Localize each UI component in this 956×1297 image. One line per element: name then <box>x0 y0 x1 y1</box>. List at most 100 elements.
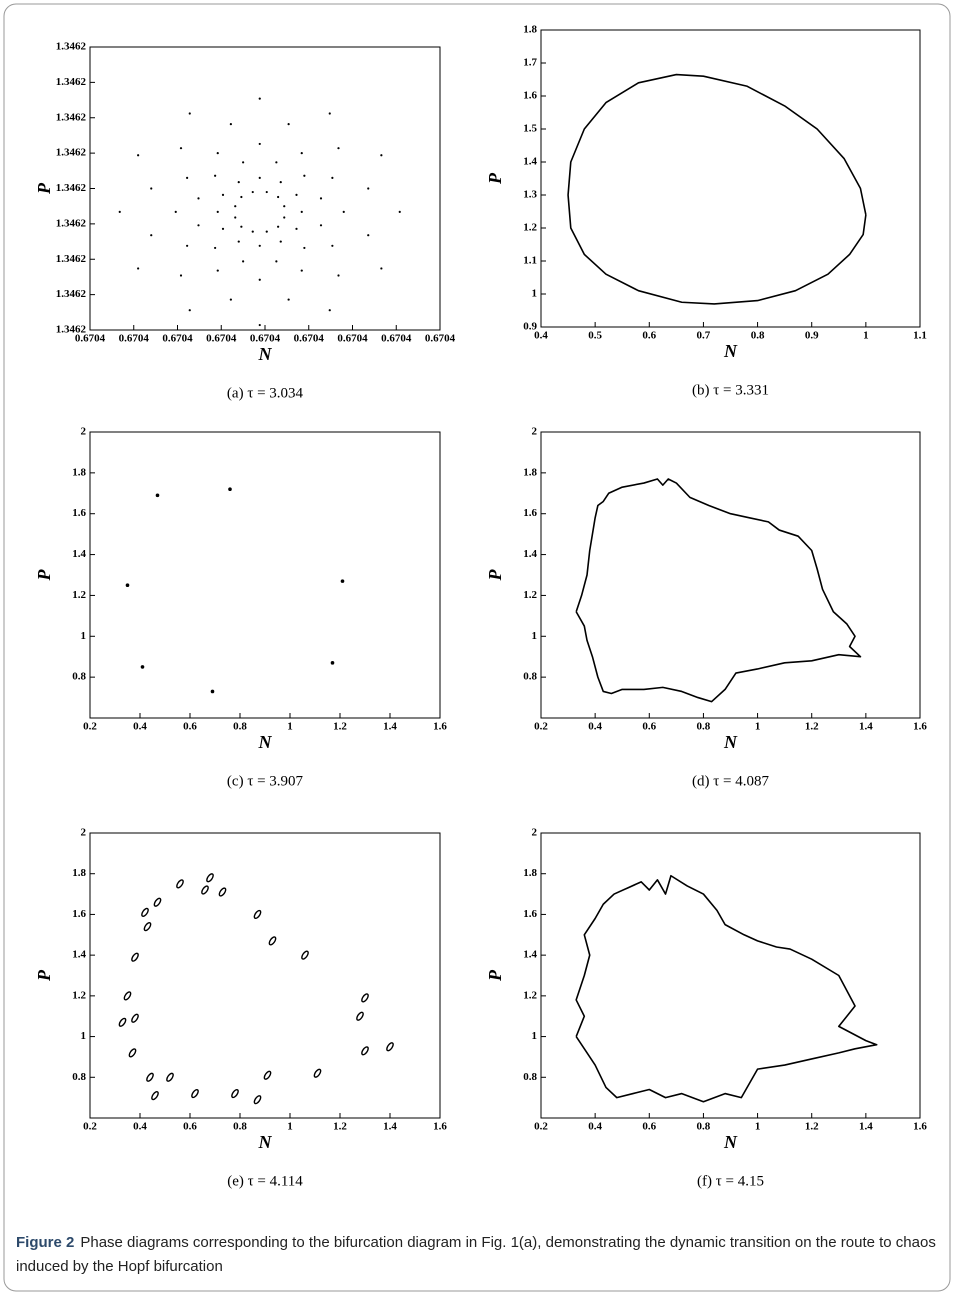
y-tick-label: 0.8 <box>72 1071 86 1083</box>
x-axis-label: N <box>723 732 738 752</box>
point <box>197 197 200 200</box>
point <box>258 142 261 146</box>
x-tick-label: 0.6 <box>183 721 197 733</box>
x-tick-label: 0.4 <box>588 721 602 733</box>
point <box>131 952 139 962</box>
x-tick-label: 0.6 <box>642 721 656 733</box>
point <box>277 225 280 228</box>
plot-frame <box>89 431 441 719</box>
point <box>268 936 277 946</box>
x-tick-label: 0.6704 <box>206 333 237 345</box>
point <box>251 190 254 194</box>
panel-caption: (f) τ = 4.15 <box>697 1173 764 1189</box>
y-tick-label: 2 <box>532 426 538 438</box>
point <box>137 154 140 157</box>
panel-caption: (d) τ = 4.087 <box>692 773 769 789</box>
x-tick-label: 1 <box>287 721 293 733</box>
x-tick-label: 0.6 <box>642 330 656 342</box>
point <box>340 579 345 583</box>
panel-caption: (c) τ = 3.907 <box>227 773 304 789</box>
y-tick-label: 1.7 <box>523 57 537 69</box>
point <box>229 123 232 126</box>
point <box>201 885 209 895</box>
point <box>301 950 309 960</box>
point <box>153 897 162 907</box>
point <box>367 187 370 190</box>
point <box>328 112 331 115</box>
point <box>143 922 152 932</box>
y-tick-label: 1.2 <box>523 589 537 601</box>
x-tick-label: 1.4 <box>859 721 873 733</box>
x-tick-label: 1 <box>287 1121 293 1133</box>
point <box>337 274 340 277</box>
point <box>275 260 278 263</box>
y-tick-label: 1.6 <box>72 908 86 920</box>
x-tick-label: 0.8 <box>697 1121 711 1133</box>
y-axis-label: P <box>485 569 505 582</box>
panel-caption: (b) τ = 3.331 <box>692 382 769 398</box>
x-tick-label: 0.2 <box>534 1121 548 1133</box>
point <box>258 97 261 100</box>
point <box>240 195 243 199</box>
y-tick-label: 1.3462 <box>56 324 87 336</box>
x-tick-label: 0.6704 <box>294 333 325 345</box>
x-tick-label: 1.6 <box>913 1121 927 1133</box>
point <box>118 210 121 213</box>
point <box>174 210 177 213</box>
x-tick-label: 0.6704 <box>75 333 106 345</box>
y-tick-label: 1.6 <box>72 507 86 519</box>
point <box>258 278 261 281</box>
x-axis-label: N <box>258 344 273 364</box>
point <box>240 225 243 228</box>
y-tick-label: 1.2 <box>72 989 86 1001</box>
x-tick-label: 1.4 <box>859 1121 873 1133</box>
x-tick-label: 1 <box>863 330 869 342</box>
curve <box>575 478 862 703</box>
y-tick-label: 1.3 <box>523 189 537 201</box>
point <box>361 1046 369 1056</box>
point <box>234 205 237 208</box>
y-axis-label: P <box>34 569 54 582</box>
point <box>131 1013 139 1023</box>
y-tick-label: 2 <box>532 827 538 839</box>
y-axis-label: P <box>485 172 505 185</box>
point <box>214 246 217 250</box>
x-tick-label: 0.5 <box>588 330 602 342</box>
x-tick-label: 0.8 <box>697 721 711 733</box>
point <box>319 224 323 227</box>
point <box>356 1011 364 1021</box>
point <box>125 583 130 588</box>
x-tick-label: 1.6 <box>433 1121 447 1133</box>
point <box>279 240 282 243</box>
point <box>166 1072 174 1082</box>
x-tick-label: 0.4 <box>133 721 147 733</box>
point <box>214 174 217 177</box>
point <box>188 309 191 312</box>
point <box>228 487 232 492</box>
y-tick-label: 0.9 <box>523 321 537 333</box>
x-tick-label: 0.6 <box>642 1121 656 1133</box>
point <box>275 161 278 164</box>
x-axis-label: N <box>723 341 738 361</box>
y-tick-label: 1.3462 <box>56 217 87 229</box>
point <box>150 234 153 237</box>
point <box>253 1095 262 1105</box>
point <box>242 260 245 263</box>
point <box>210 689 215 694</box>
point <box>258 244 261 247</box>
y-tick-label: 1.4 <box>72 548 86 560</box>
y-tick-label: 1.3462 <box>56 76 87 88</box>
point <box>380 267 383 270</box>
point <box>216 269 219 272</box>
curve <box>567 73 867 305</box>
y-tick-label: 1.6 <box>523 90 537 102</box>
y-axis-label: P <box>485 969 505 982</box>
x-tick-label: 1.2 <box>333 1121 347 1133</box>
point <box>234 216 237 219</box>
plot-frame <box>540 832 921 1119</box>
point <box>380 154 383 157</box>
x-tick-label: 0.6704 <box>425 333 456 345</box>
point <box>287 298 290 301</box>
point <box>206 873 214 883</box>
